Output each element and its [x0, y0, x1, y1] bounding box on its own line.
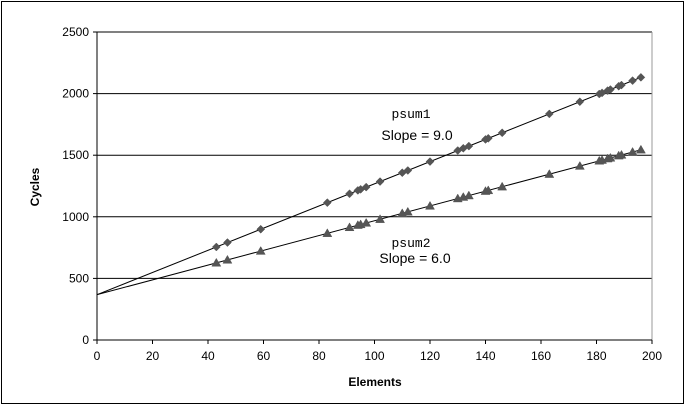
- x-tick-label: 120: [420, 349, 440, 363]
- x-tick-label: 200: [642, 349, 662, 363]
- psum1-point: [544, 109, 554, 119]
- psum2-point: [375, 214, 385, 223]
- y-tick-label: 500: [69, 271, 89, 285]
- psum2-fit-line: [96, 149, 642, 296]
- x-tick-labels: 0 20 40 60 80 100 120 140 160 180 200: [94, 349, 663, 363]
- x-tick-label: 20: [146, 349, 160, 363]
- x-tick-label: 80: [312, 349, 326, 363]
- psum1-point: [256, 224, 266, 234]
- psum1-point: [425, 157, 435, 166]
- psum1-point: [361, 182, 371, 192]
- y-tick-labels: 0 500 1000 1500 2000 2500: [62, 25, 89, 347]
- y-tick-label: 1500: [62, 148, 89, 162]
- psum2-annotation-slope: Slope = 6.0: [379, 250, 450, 266]
- psum2-point: [211, 257, 222, 267]
- psum1-point: [345, 189, 354, 199]
- psum2-point: [361, 217, 372, 227]
- psum2-point: [222, 254, 233, 264]
- psum2-annotation-name: psum2: [391, 236, 430, 251]
- y-tick-label: 0: [82, 333, 89, 347]
- psum2-point: [322, 228, 333, 237]
- x-tick-label: 180: [586, 349, 606, 363]
- data-points: [211, 72, 646, 267]
- psum2-point: [344, 222, 355, 232]
- psum2-point: [605, 152, 616, 162]
- x-tick-label: 0: [94, 349, 101, 363]
- psum1-point: [322, 198, 332, 207]
- x-tick-label: 140: [475, 349, 495, 363]
- y-axis-title: Cycles: [28, 167, 42, 206]
- psum2-point: [635, 144, 646, 154]
- psum1-point: [636, 72, 646, 82]
- psum1-point: [606, 85, 615, 94]
- psum2-point: [544, 169, 555, 178]
- psum2-point: [255, 246, 266, 255]
- psum2-point: [574, 161, 585, 170]
- psum2-point: [497, 181, 508, 191]
- psum1-point: [223, 238, 232, 247]
- x-tick-label: 160: [531, 349, 551, 363]
- axes: [93, 31, 653, 344]
- x-tick-label: 40: [201, 349, 215, 363]
- x-tick-label: 100: [364, 349, 384, 363]
- y-tick-label: 1000: [62, 210, 89, 224]
- psum1-annotation-slope: Slope = 9.0: [381, 127, 452, 143]
- psum1-point: [617, 80, 626, 90]
- y-tick-label: 2500: [62, 25, 89, 39]
- psum1-point: [575, 97, 585, 107]
- psum2-point: [616, 149, 627, 159]
- psum1-point: [628, 76, 637, 86]
- y-tick-label: 2000: [62, 87, 89, 101]
- x-tick-label: 60: [257, 349, 271, 363]
- psum2-point: [425, 200, 435, 210]
- x-axis-title: Elements: [348, 375, 402, 389]
- psum1-point: [464, 141, 474, 151]
- psum1-point: [403, 166, 413, 175]
- psum1-point: [375, 177, 385, 186]
- psum2-point: [463, 190, 474, 200]
- psum2-point: [483, 185, 494, 195]
- psum2-point: [402, 206, 413, 216]
- psum1-point: [497, 128, 507, 138]
- psum2-point: [627, 146, 638, 156]
- gridlines: [97, 31, 652, 279]
- psum1-point: [211, 242, 221, 252]
- psum1-annotation-name: psum1: [391, 107, 430, 122]
- psum1-point: [483, 133, 493, 143]
